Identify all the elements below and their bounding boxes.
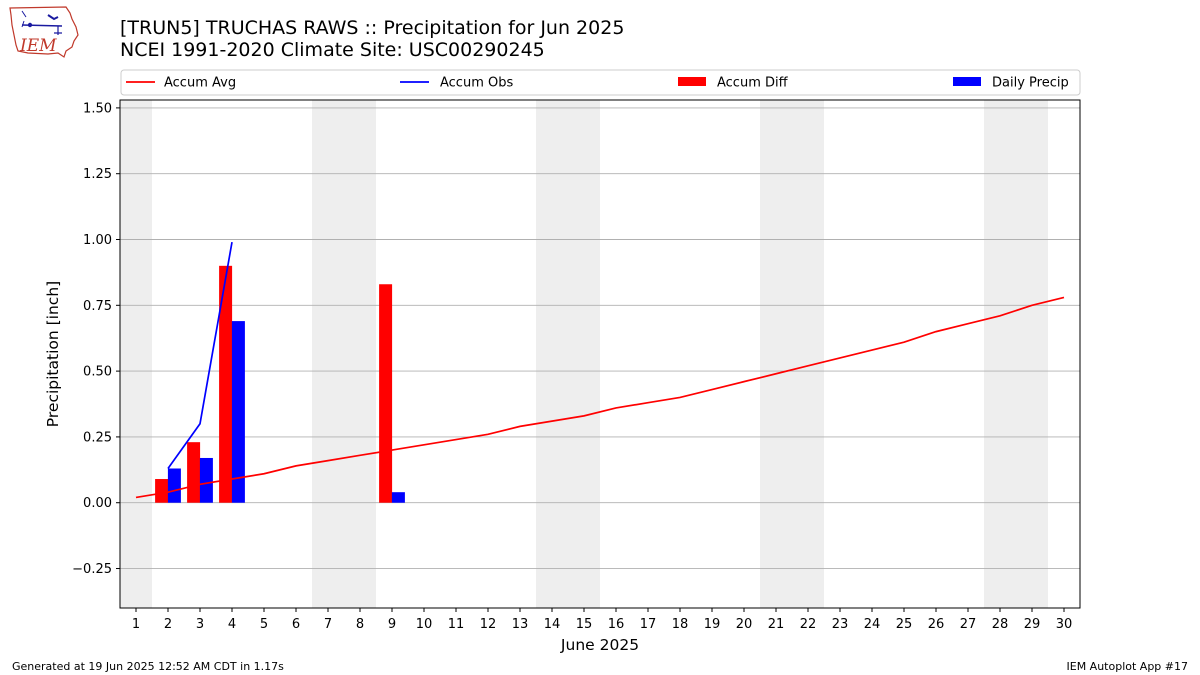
legend-swatch <box>953 77 981 86</box>
x-tick-label: 10 <box>416 617 433 632</box>
plot-frame <box>119 99 1081 609</box>
y-tick-label: 0.75 <box>83 299 112 314</box>
weekend-band <box>984 100 1048 608</box>
y-tick-label: 0.25 <box>83 430 112 445</box>
x-tick-label: 22 <box>800 617 817 632</box>
x-tick-label: 3 <box>196 617 204 632</box>
line-accum-obs <box>167 241 233 469</box>
x-tick-label: 17 <box>640 617 657 632</box>
x-tick-label: 4 <box>228 617 236 632</box>
x-tick-label: 20 <box>736 617 753 632</box>
y-tick-label: −0.25 <box>72 562 112 577</box>
legend-label: Accum Obs <box>440 76 513 91</box>
bar-accum-diff <box>187 442 201 503</box>
x-tick-label: 29 <box>1024 617 1041 632</box>
x-tick-label: 24 <box>864 617 881 632</box>
x-tick-label: 14 <box>544 617 561 632</box>
x-tick-label: 6 <box>292 617 300 632</box>
x-tick-label: 16 <box>608 617 625 632</box>
x-tick-label: 2 <box>164 617 172 632</box>
iem-logo: IEM <box>8 5 80 63</box>
x-tick-label: 5 <box>260 617 268 632</box>
y-tick-label: 1.00 <box>83 233 112 248</box>
y-tick-label: 0.50 <box>83 365 112 380</box>
bar-daily-precip <box>391 492 405 503</box>
weekend-band <box>536 100 600 608</box>
generated-timestamp: Generated at 19 Jun 2025 12:52 AM CDT in… <box>12 660 284 673</box>
weekend-band <box>120 100 152 608</box>
y-tick-label: 0.00 <box>83 496 112 511</box>
y-tick-label: 1.50 <box>83 101 112 116</box>
x-tick-label: 15 <box>576 617 593 632</box>
weekend-band <box>312 100 376 608</box>
x-tick-label: 7 <box>324 617 332 632</box>
x-tick-label: 26 <box>928 617 945 632</box>
y-axis-label: Precipitation [inch] <box>44 281 62 427</box>
x-tick-label: 9 <box>388 617 396 632</box>
weekend-band <box>760 100 824 608</box>
x-tick-label: 8 <box>356 617 364 632</box>
bar-daily-precip <box>231 321 245 503</box>
legend-box <box>120 69 1081 96</box>
bar-daily-precip <box>167 468 181 503</box>
chart-subtitle: NCEI 1991-2020 Climate Site: USC00290245 <box>120 39 545 61</box>
bar-accum-diff <box>379 284 393 503</box>
x-tick-label: 11 <box>448 617 465 632</box>
x-tick-label: 27 <box>960 617 977 632</box>
x-tick-label: 25 <box>896 617 913 632</box>
x-tick-label: 21 <box>768 617 785 632</box>
app-credit: IEM Autoplot App #17 <box>1066 660 1189 673</box>
x-tick-label: 12 <box>480 617 497 632</box>
x-tick-label: 28 <box>992 617 1009 632</box>
legend-swatch <box>678 77 706 86</box>
x-tick-label: 19 <box>704 617 721 632</box>
line-accum-avg <box>135 296 1065 499</box>
legend-label: Accum Avg <box>164 76 236 91</box>
x-tick-label: 13 <box>512 617 529 632</box>
logo-text: IEM <box>19 36 57 56</box>
x-axis-label: June 2025 <box>560 636 639 654</box>
bar-accum-diff <box>219 265 233 503</box>
chart-title: [TRUN5] TRUCHAS RAWS :: Precipitation fo… <box>120 17 625 39</box>
x-tick-label: 23 <box>832 617 849 632</box>
bar-accum-diff <box>155 479 169 503</box>
bar-daily-precip <box>199 457 213 503</box>
legend-label: Accum Diff <box>717 76 789 91</box>
x-tick-label: 18 <box>672 617 689 632</box>
legend-label: Daily Precip <box>992 76 1069 91</box>
x-tick-label: 1 <box>132 617 140 632</box>
y-tick-label: 1.25 <box>83 167 112 182</box>
x-tick-label: 30 <box>1056 617 1073 632</box>
